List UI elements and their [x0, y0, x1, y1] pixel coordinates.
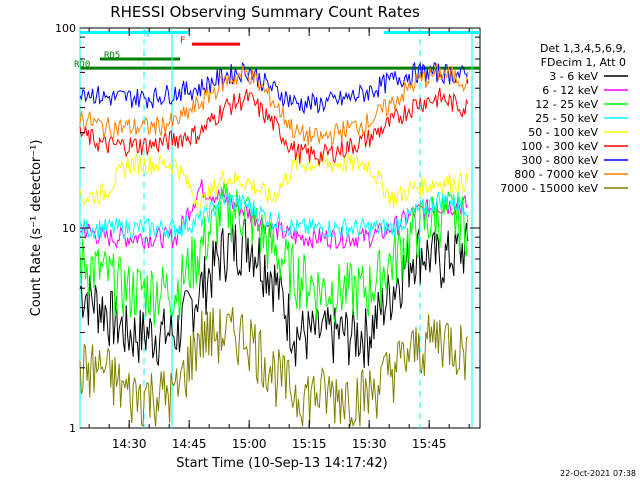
y-axis-label: Count Rate (s⁻¹ detector⁻¹) — [29, 140, 44, 317]
series-line — [79, 152, 469, 216]
legend-label: 12 - 25 keV — [535, 98, 598, 111]
y-tick-label: 100 — [55, 22, 76, 35]
legend-label: 3 - 6 keV — [549, 70, 598, 83]
series-line — [79, 192, 468, 240]
legend-label: 25 - 50 keV — [535, 112, 598, 125]
flag-label: F — [180, 36, 185, 46]
y-tick-label: 10 — [62, 222, 76, 235]
x-tick-label: 14:30 — [112, 437, 147, 451]
flag-bars: N F RD0 RD5 — [74, 29, 480, 70]
footer-date: 22-Oct-2021 07:38 — [560, 469, 636, 478]
y-axis: 1 10 100 — [55, 22, 480, 435]
plot-area: N F RD0 RD5 — [74, 27, 481, 429]
chart-title: RHESSI Observing Summary Count Rates — [110, 3, 420, 21]
series-group — [79, 61, 469, 428]
legend-label: 300 - 800 keV — [521, 154, 598, 167]
legend-label: 7000 - 15000 keV — [500, 182, 598, 195]
y-tick-label: 1 — [69, 422, 76, 435]
x-tick-label: 15:00 — [232, 437, 267, 451]
x-tick-label: 15:30 — [352, 437, 387, 451]
x-tick-label: 14:45 — [172, 437, 207, 451]
x-axis-label: Start Time (10-Sep-13 14:17:42) — [176, 456, 387, 471]
series-line — [79, 61, 469, 115]
flag-label: RD0 — [74, 60, 90, 70]
legend-label: 50 - 100 keV — [528, 126, 598, 139]
legend-header-line-2: FDecim 1, Att 0 — [541, 56, 626, 69]
series-line — [79, 218, 469, 369]
series-line — [79, 180, 469, 326]
legend-label: 100 - 300 keV — [521, 140, 598, 153]
x-axis: 14:30 14:45 15:00 15:15 15:30 15:45 — [88, 28, 470, 451]
legend: Det 1,3,4,5,6,9, FDecim 1, Att 0 3 - 6 k… — [500, 42, 628, 195]
series-line — [79, 87, 469, 166]
legend-label: 800 - 7000 keV — [514, 168, 598, 181]
series-line — [79, 306, 469, 428]
flag-label: RD5 — [104, 51, 120, 61]
flag-label: N — [144, 29, 149, 39]
x-tick-label: 15:15 — [292, 437, 327, 451]
series-line — [79, 62, 469, 147]
legend-header-line-1: Det 1,3,4,5,6,9, — [540, 42, 626, 55]
x-tick-label: 15:45 — [412, 437, 447, 451]
legend-label: 6 - 12 keV — [542, 84, 598, 97]
